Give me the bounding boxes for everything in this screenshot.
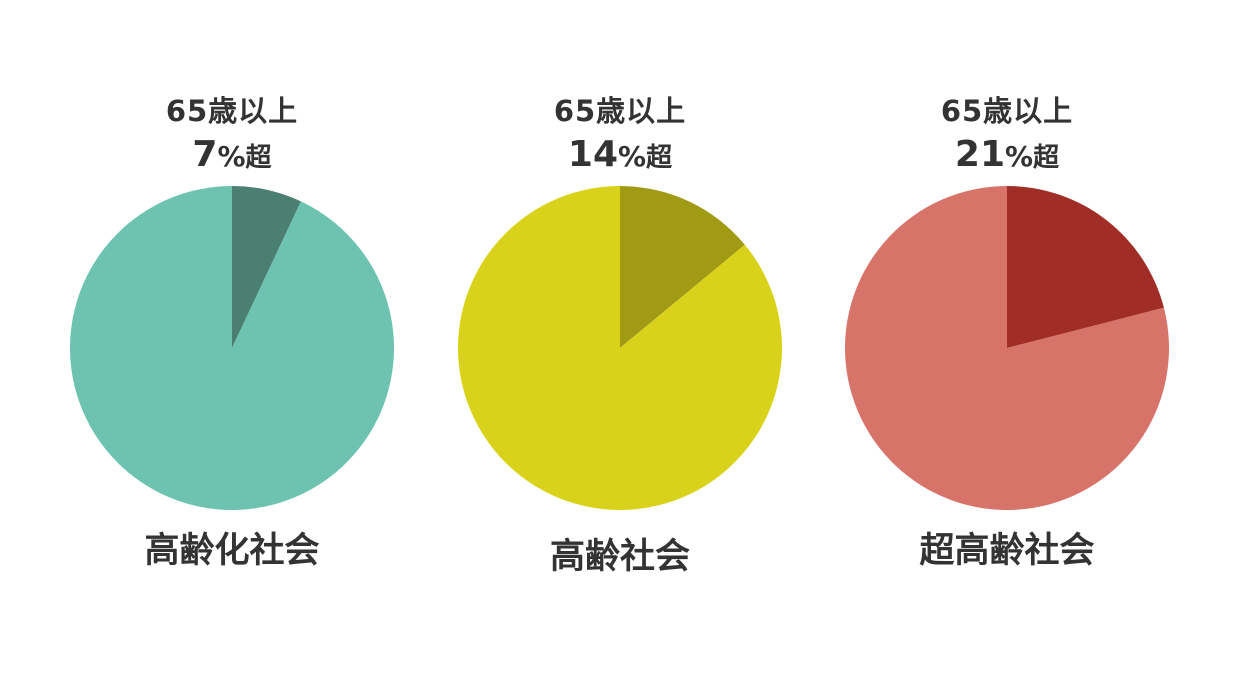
pie-slice-65-plus [620, 186, 745, 348]
pie-caption: 超高齢社会 [919, 531, 1095, 571]
pie-slice-remainder [457, 185, 782, 510]
pie-chart [69, 186, 394, 510]
pie-caption: 高齢化社会 [144, 531, 320, 571]
pie-slice-remainder [69, 186, 394, 510]
pie-caption: 高齢社会 [549, 537, 690, 577]
threshold-number: 14 [567, 134, 619, 175]
age-label: 65歳以上 [165, 94, 299, 128]
threshold-suffix: 超 [1033, 143, 1060, 173]
pie-chart [457, 185, 782, 510]
threshold-label: 21%超 [837, 134, 1177, 175]
threshold-number: 21 [954, 134, 1006, 175]
threshold-label: 7%超 [62, 134, 402, 175]
pie-slice-65-plus [1007, 185, 1164, 348]
pie-slice-remainder [845, 186, 1170, 510]
pie-slice-65-plus [232, 186, 301, 348]
threshold-number: 7 [192, 134, 218, 175]
pie-panel-super-aged-society: 65歳以上 21%超 超高齢社会 [837, 0, 1177, 698]
threshold-unit: % [217, 140, 246, 173]
threshold-unit: % [618, 140, 647, 173]
pie-panel-aging-society: 65歳以上 7%超 高齢化社会 [62, 0, 402, 698]
age-label: 65歳以上 [940, 94, 1074, 128]
threshold-suffix: 超 [646, 143, 673, 173]
pie-chart [845, 185, 1170, 510]
threshold-suffix: 超 [245, 143, 272, 173]
threshold-label: 14%超 [450, 134, 790, 175]
threshold-unit: % [1005, 140, 1034, 173]
age-label: 65歳以上 [553, 94, 687, 128]
pie-panel-aged-society: 65歳以上 14%超 高齢社会 [450, 0, 790, 698]
